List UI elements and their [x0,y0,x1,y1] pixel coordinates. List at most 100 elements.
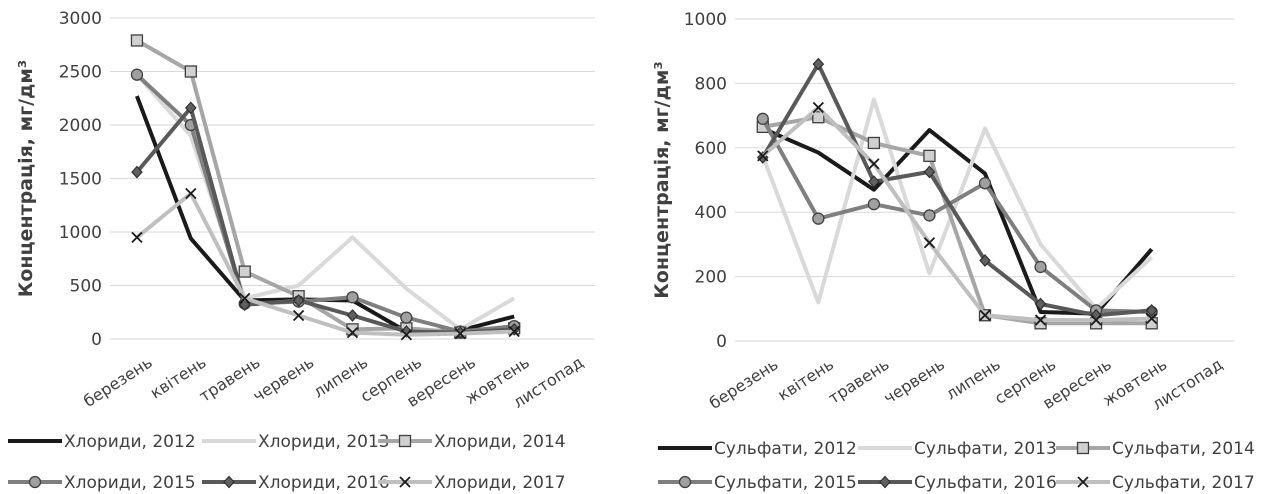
legend-label: Хлориди, 2017 [434,473,566,493]
data-point [1034,260,1047,274]
data-point [868,175,880,189]
series-line [135,73,516,332]
y-axis-label: Концентрація, мг/дм³ [15,60,37,297]
series-line [761,105,1152,323]
legend-label: Сульфати, 2012 [714,439,857,459]
data-point [923,165,936,179]
y-tick-label: 400 [695,203,727,223]
legend-marker [678,475,692,489]
data-point [184,65,197,78]
legend-label: Сульфати, 2014 [1112,439,1255,459]
data-point [979,309,991,321]
data-point [239,292,251,304]
data-point [1090,314,1102,326]
y-tick-label: 500 [70,277,102,297]
series-6 [131,187,520,341]
data-point [292,294,305,307]
legend-label: Хлориди, 2013 [258,432,390,452]
series-4 [756,112,1158,319]
series-line [761,62,1152,318]
data-point [757,150,769,162]
legend-item: Сульфати, 2012 [658,439,857,459]
data-point [812,101,824,114]
data-point [508,325,520,338]
legend-marker [398,434,412,448]
series-3 [756,111,1158,330]
legend-item: Сульфати, 2017 [1056,473,1255,493]
legend-marker [28,475,42,489]
data-point [979,254,991,267]
y-tick-label: 0 [716,332,727,352]
legend-marker [879,475,891,489]
y-tick-label: 1000 [684,10,727,30]
x-tick-label: червень [249,352,317,405]
legend: Хлориди, 2012 Хлориди, 2013 Хлориди, 2014 Х… [8,432,566,493]
legend-label: Хлориди, 2015 [64,473,196,493]
legend-label: Хлориди, 2014 [434,432,566,452]
legend-label: Хлориди, 2012 [64,432,196,452]
legend-marker [399,476,411,488]
series-6 [757,101,1158,326]
data-point [868,158,880,170]
data-point [923,209,936,222]
legend-label: Сульфати, 2015 [714,473,857,493]
legend: Сульфати, 2012 Сульфати, 2013 Сульфати, 20… [658,439,1255,493]
legend-item: Сульфати, 2015 [658,473,857,493]
data-point [454,328,466,340]
data-point [812,57,825,71]
data-point [185,101,197,115]
data-point [346,326,359,339]
data-point [1034,297,1047,311]
legend-marker [1076,441,1090,455]
data-point [131,165,143,179]
x-tick-label: червень [880,354,948,407]
data-point [1146,312,1158,325]
series-line [762,115,1152,326]
legend-item: Хлориди, 2014 [378,432,566,452]
y-tick-label: 2000 [59,116,102,136]
x-tick-label: березень [706,354,782,412]
data-point [130,34,144,47]
y-tick-label: 600 [695,139,727,159]
data-point [130,68,144,81]
gridlines [735,18,1235,342]
data-point [923,237,936,249]
data-point [400,311,413,324]
series-line [135,73,515,334]
y-tick-label: 3000 [59,9,102,29]
legend-item: Хлориди, 2013 [202,432,390,452]
series-line [135,191,515,337]
sulfates-chart: 02004006008001000березеньквітеньтравеньч… [651,10,1255,493]
y-tick-label: 2500 [59,63,102,83]
legend-item: Хлориди, 2016 [202,473,390,493]
data-point [346,291,359,304]
y-tick-label: 0 [91,330,102,350]
x-tick-label: травень [196,352,264,405]
legend-item: Сульфати, 2016 [858,473,1057,493]
legend-marker [1077,476,1089,488]
legend-label: Хлориди, 2016 [258,473,390,493]
data-point [238,265,251,278]
y-tick-label: 1000 [59,223,102,243]
y-tick-label: 200 [695,268,727,288]
data-point [1034,317,1047,330]
data-point [1034,314,1047,326]
legend-item: Хлориди, 2012 [8,432,196,452]
data-point [867,136,881,150]
data-point [131,231,143,243]
series-line [135,38,515,335]
legend-label: Сульфати, 2017 [1112,473,1255,493]
data-point [346,309,359,322]
legend-item: Сульфати, 2013 [858,439,1057,459]
series-3 [130,34,521,339]
x-tick-label: березень [80,352,156,410]
series-5 [756,57,1158,322]
data-point [756,112,769,125]
legend-item: Хлориди, 2017 [378,473,566,493]
series-2 [135,73,516,332]
data-point [292,309,305,322]
x-tick-label: травень [825,354,893,407]
y-tick-label: 1500 [59,170,102,190]
legend-label: Сульфати, 2013 [914,439,1057,459]
